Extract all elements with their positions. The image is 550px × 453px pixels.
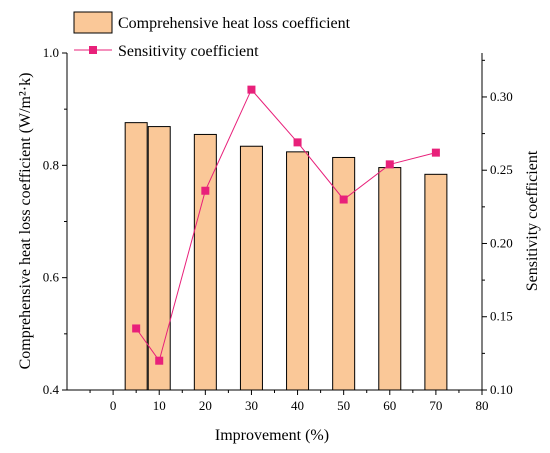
right-y-tick-label: 0.30 [490, 89, 513, 104]
x-tick-label: 10 [153, 398, 166, 413]
right-y-tick-label: 0.15 [490, 309, 513, 324]
legend-line-marker [89, 46, 97, 54]
line-point [201, 186, 210, 195]
line-point [385, 160, 394, 169]
bar [332, 156, 356, 391]
bar [286, 151, 310, 391]
bar [239, 145, 263, 391]
line-point [293, 138, 302, 147]
line-point [431, 148, 440, 157]
line-series [132, 85, 440, 365]
line-point [155, 356, 164, 365]
legend-bar-swatch [73, 11, 113, 34]
bar-series [124, 122, 448, 391]
legend: Comprehensive heat loss coefficient Sens… [73, 11, 351, 60]
bar [124, 122, 148, 391]
x-tick-label: 0 [110, 398, 117, 413]
left-y-tick-label: 1.0 [43, 45, 59, 60]
left-y-tick-label: 0.4 [43, 382, 60, 397]
left-y-tick-label: 0.8 [43, 157, 59, 172]
bar [378, 167, 402, 391]
line-point [339, 195, 348, 204]
x-tick-label: 30 [245, 398, 258, 413]
x-tick-label: 60 [383, 398, 396, 413]
right-y-tick-label: 0.10 [490, 382, 513, 397]
right-y-tick-label: 0.25 [490, 162, 513, 177]
x-tick-label: 70 [429, 398, 442, 413]
line-point [247, 85, 256, 94]
line-point [132, 324, 141, 333]
x-tick-label: 40 [291, 398, 304, 413]
x-axis-title: Improvement (%) [215, 427, 329, 444]
legend-bar-label: Comprehensive heat loss coefficient [118, 15, 351, 32]
right-y-axis-title: Sensitivity coefficient [524, 150, 541, 291]
right-y-tick-label: 0.20 [490, 235, 513, 250]
axes: 0 10 20 30 40 50 60 70 80 0.4 0.6 0.8 1.0 0.10 0.15 0.2… [43, 45, 513, 413]
x-tick-label: 20 [199, 398, 212, 413]
x-tick-label: 80 [476, 398, 489, 413]
bar [424, 173, 448, 391]
left-y-axis-title: Comprehensive heat loss coefficient (W/m… [17, 73, 34, 370]
x-tick-label: 50 [337, 398, 350, 413]
sensitivity-line [135, 88, 437, 362]
legend-line-label: Sensitivity coefficient [118, 43, 259, 60]
left-y-tick-label: 0.6 [43, 270, 60, 285]
